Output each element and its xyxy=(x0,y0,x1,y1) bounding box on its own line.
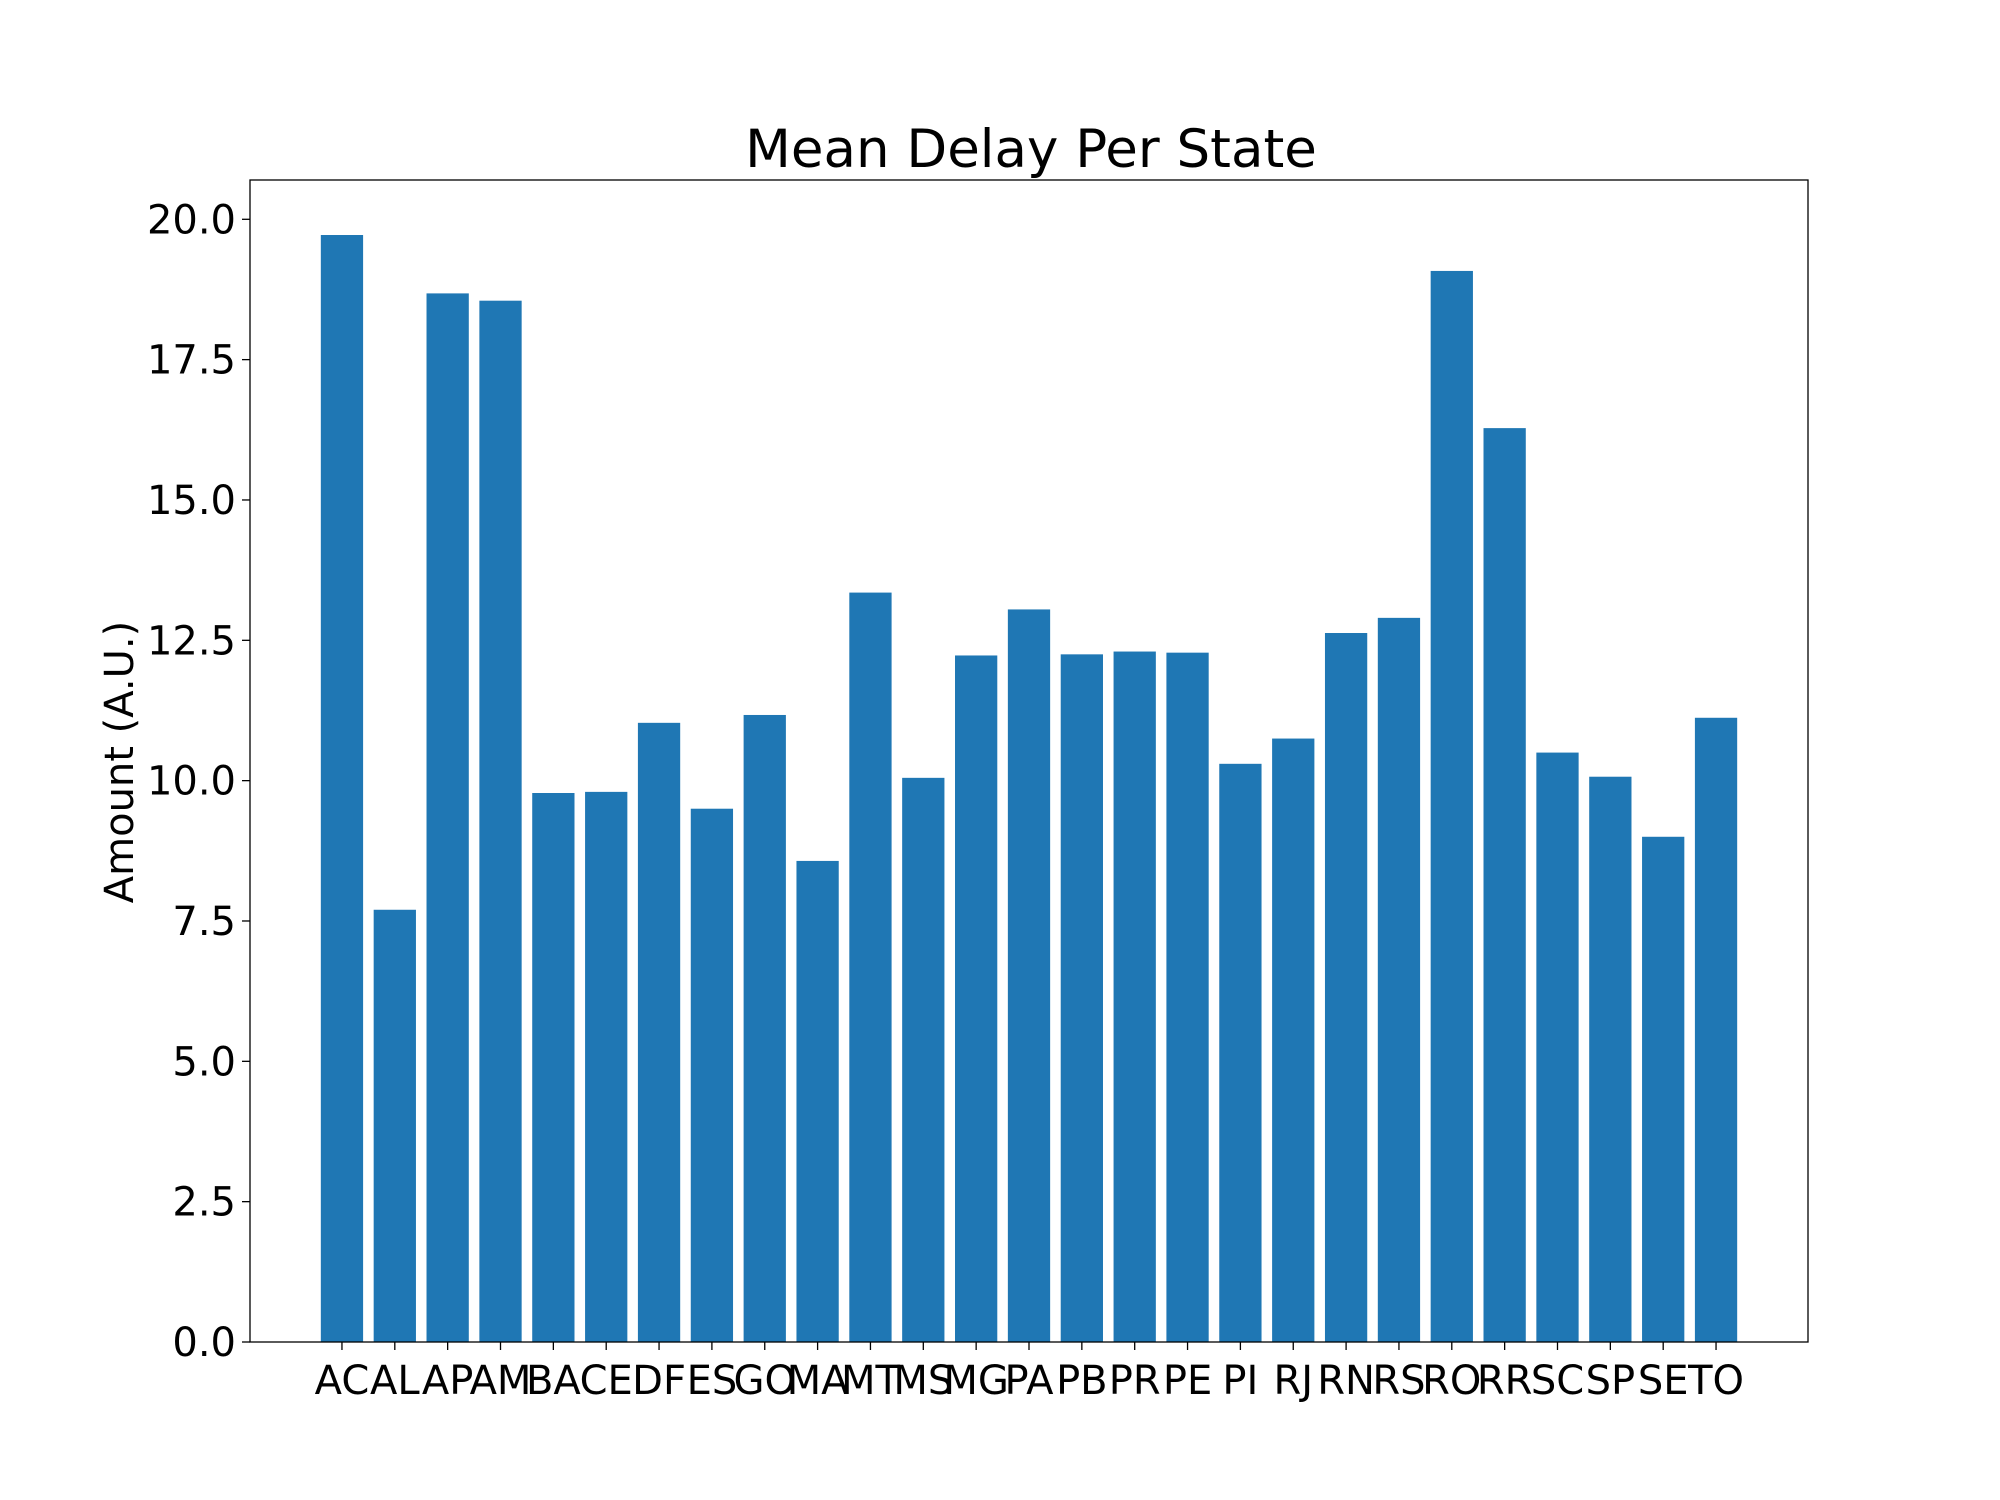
y-tick-label: 12.5 xyxy=(147,618,236,664)
bar-pb xyxy=(1060,654,1103,1342)
x-tick-label: DF xyxy=(632,1358,686,1404)
y-tick-label: 2.5 xyxy=(172,1180,236,1226)
bar-rr xyxy=(1483,428,1526,1342)
x-tick-label: AP xyxy=(422,1358,473,1404)
x-tick-label: GO xyxy=(734,1358,796,1404)
x-tick-label: AL xyxy=(370,1358,420,1404)
x-tick-label: MG xyxy=(943,1358,1009,1404)
y-tick-label: 17.5 xyxy=(147,338,236,384)
bar-pe xyxy=(1166,652,1209,1342)
bar-al xyxy=(373,909,416,1342)
bar-ac xyxy=(320,235,364,1342)
x-tick-label: MA xyxy=(787,1358,850,1404)
bar-to xyxy=(1694,717,1738,1342)
bar-ro xyxy=(1430,270,1473,1343)
y-tick-label: 7.5 xyxy=(172,899,236,945)
x-tick-label: SE xyxy=(1638,1358,1689,1404)
y-tick-label: 0.0 xyxy=(172,1320,236,1366)
x-tick-label: AM xyxy=(470,1358,532,1404)
x-tick-label: AC xyxy=(315,1358,370,1404)
x-tick-label: PE xyxy=(1163,1358,1212,1404)
bars-group xyxy=(320,235,1738,1343)
bar-mt xyxy=(849,592,892,1342)
x-tick-label: RJ xyxy=(1273,1358,1313,1404)
bar-df xyxy=(637,722,681,1342)
x-tick-label: MT xyxy=(841,1358,901,1404)
bar-rj xyxy=(1272,738,1315,1342)
x-tick-label: RS xyxy=(1372,1358,1425,1404)
bar-ce xyxy=(585,791,628,1342)
y-tick-label: 5.0 xyxy=(172,1039,236,1085)
x-tick-label: ES xyxy=(687,1358,738,1404)
bar-es xyxy=(690,808,734,1342)
y-axis-label: Amount (A.U.) xyxy=(97,621,143,903)
x-tick-label: PI xyxy=(1222,1358,1258,1404)
bar-ap xyxy=(426,293,469,1342)
bar-am xyxy=(479,300,522,1343)
x-tick-label: PR xyxy=(1109,1358,1161,1404)
x-tick-label: SC xyxy=(1531,1358,1584,1404)
x-tick-label: PB xyxy=(1056,1358,1108,1404)
bar-ba xyxy=(532,793,575,1342)
x-tick-label: CE xyxy=(580,1358,633,1404)
x-tick-label: RN xyxy=(1317,1358,1375,1404)
y-tick-label: 20.0 xyxy=(147,197,236,243)
y-tick-label: 10.0 xyxy=(147,759,236,805)
x-tick-label: RR xyxy=(1477,1358,1533,1404)
x-tick-label: BA xyxy=(526,1358,581,1404)
bar-ma xyxy=(796,860,839,1342)
bar-pa xyxy=(1007,609,1051,1342)
bar-go xyxy=(743,714,786,1342)
x-tick-label: MS xyxy=(893,1358,953,1404)
bar-sp xyxy=(1589,776,1632,1342)
bar-pi xyxy=(1219,763,1262,1342)
bar-rs xyxy=(1377,617,1421,1342)
bar-ms xyxy=(902,777,945,1342)
y-axis-ticks: 0.0 2.5 5.0 7.5 10.0 12.5 15.0 17.5 20.0 xyxy=(147,197,250,1366)
bar-mg xyxy=(955,655,998,1342)
x-tick-label: TO xyxy=(1687,1358,1744,1404)
bar-se xyxy=(1642,836,1685,1342)
bar-sc xyxy=(1536,752,1579,1342)
plot-frame xyxy=(249,179,1809,1343)
bar-rn xyxy=(1324,633,1368,1342)
x-tick-label: RO xyxy=(1422,1358,1481,1404)
x-tick-label: PA xyxy=(1005,1358,1055,1404)
chart-title: Mean Delay Per State xyxy=(745,119,1317,180)
y-tick-label: 15.0 xyxy=(147,478,236,524)
x-tick-label: SP xyxy=(1586,1358,1636,1404)
bar-pr xyxy=(1113,651,1156,1342)
